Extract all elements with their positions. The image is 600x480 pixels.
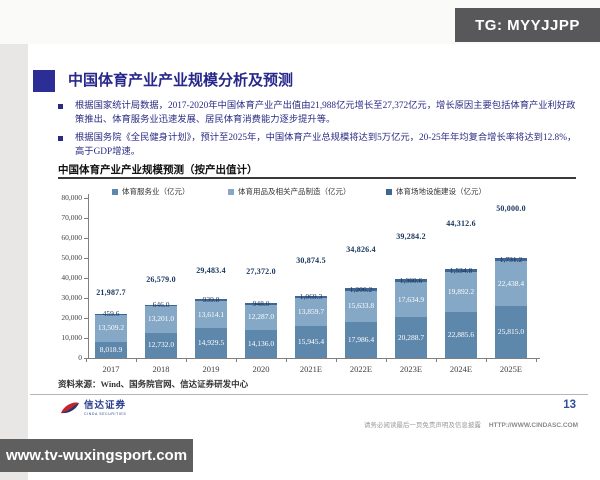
chart-title-rule: [58, 177, 576, 179]
logo-subtext: CINDA SECURITIES: [84, 411, 127, 416]
cinda-logo-icon: [61, 402, 79, 414]
bullet-item: 根据国务院《全民健身计划》，预计至2025年，中国体育产业总规模将达到5万亿元，…: [58, 132, 580, 159]
disclaimer-row: 请务必阅读最后一页免责声明及信息披露 HTTP://WWW.CINDASC.CO…: [364, 419, 578, 429]
cinda-logo: 信达证券 CINDA SECURITIES: [60, 400, 126, 418]
source-note: 资料来源：Wind、国务院官网、信达证券研发中心: [58, 379, 249, 389]
bullet-text: 根据国家统计局数据，2017-2020年中国体育产业产出值由21,988亿元增长…: [75, 101, 576, 125]
site-url: HTTP://WWW.CINDASC.COM: [488, 422, 578, 429]
page-gutter: [0, 44, 28, 480]
logo-text: 信达证券: [84, 401, 127, 411]
chart-title: 中国体育产业产业规模预测（按产出值计）: [58, 165, 258, 176]
page-title: 中国体育产业产业规模分析及预测: [68, 73, 294, 89]
tg-badge: TG: MYYJJPP: [455, 8, 600, 42]
bullet-marker-icon: [58, 136, 63, 141]
disclaimer-text: 请务必阅读最后一页免责声明及信息披露: [363, 422, 481, 429]
watermark-banner: www.tv-wuxingsport.com: [0, 439, 193, 472]
page-number: 13: [563, 399, 576, 411]
bullet-text: 根据国务院《全民健身计划》，预计至2025年，中国体育产业总规模将达到5万亿元，…: [75, 133, 577, 157]
title-accent-square: [33, 70, 55, 92]
footer-divider: [30, 394, 588, 395]
bullet-marker-icon: [58, 104, 63, 109]
bullet-item: 根据国家统计局数据，2017-2020年中国体育产业产出值由21,988亿元增长…: [58, 100, 580, 127]
